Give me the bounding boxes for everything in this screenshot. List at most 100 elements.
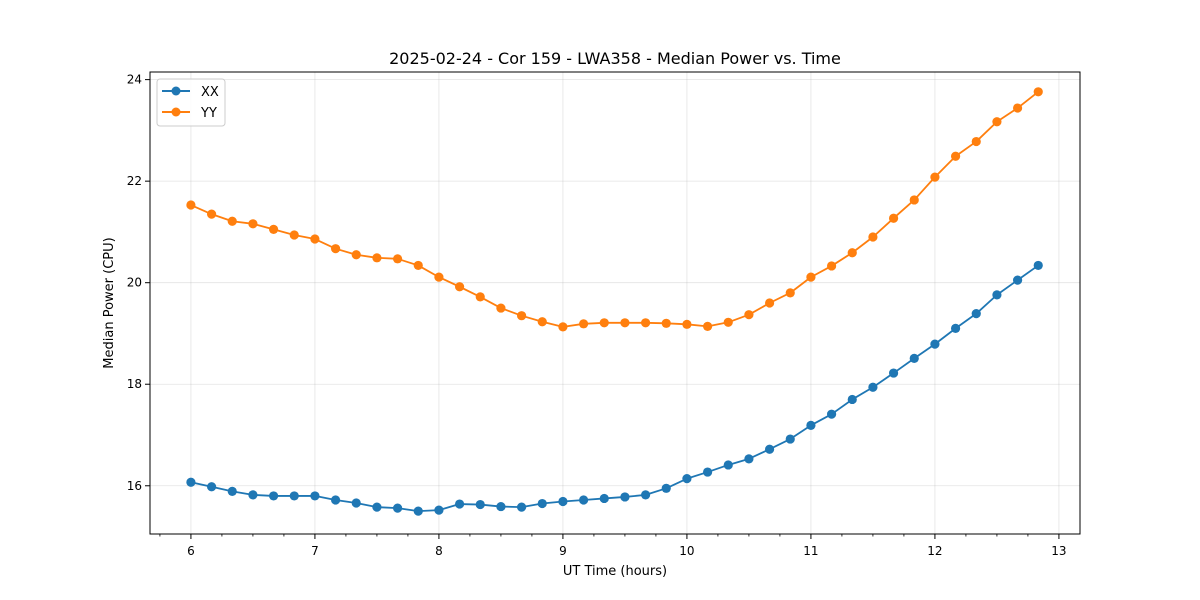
data-point-xx	[227, 486, 237, 496]
data-point-xx	[454, 499, 465, 509]
data-point-xx	[599, 493, 609, 504]
x-tick-label: 10	[679, 544, 694, 558]
data-point-yy	[640, 318, 651, 328]
x-tick-label: 11	[803, 544, 818, 558]
data-point-xx	[930, 339, 940, 349]
x-tick-label: 8	[435, 544, 443, 558]
data-point-xx	[516, 502, 527, 512]
data-point-xx	[578, 495, 589, 505]
data-point-xx	[826, 409, 837, 419]
data-point-xx	[537, 498, 547, 509]
data-point-yy	[785, 288, 795, 298]
data-point-yy	[392, 254, 403, 264]
data-point-yy	[1012, 103, 1023, 113]
data-point-yy	[310, 234, 320, 244]
axis-ticks: 6 7 8 9 10 11 12 13 16 18 20 22 24	[127, 73, 1067, 558]
data-point-yy	[454, 282, 465, 292]
data-point-xx	[289, 491, 299, 501]
data-point-xx	[434, 505, 444, 515]
legend-label-xx: XX	[201, 85, 219, 100]
data-point-xx	[661, 483, 671, 493]
x-tick-label: 7	[311, 544, 319, 558]
data-point-yy	[868, 232, 878, 242]
data-point-yy	[372, 253, 382, 263]
data-point-xx	[330, 495, 341, 505]
data-point-yy	[992, 117, 1002, 127]
data-point-yy	[558, 322, 568, 332]
data-point-yy	[847, 248, 857, 258]
x-tick-label: 12	[927, 544, 942, 558]
y-tick-label: 20	[127, 276, 142, 290]
data-point-xx	[909, 353, 919, 363]
legend-marker-yy	[171, 107, 181, 117]
data-point-yy	[248, 219, 258, 229]
data-point-xx	[723, 460, 733, 470]
data-point-yy	[971, 136, 981, 147]
data-point-xx	[868, 382, 878, 392]
data-point-xx	[806, 420, 816, 430]
data-point-yy	[661, 318, 671, 328]
data-point-yy	[289, 230, 299, 240]
y-tick-label: 18	[127, 377, 142, 391]
data-point-xx	[1012, 275, 1023, 285]
legend-label-yy: YY	[200, 106, 217, 121]
data-point-xx	[785, 434, 795, 444]
data-point-xx	[950, 323, 961, 333]
x-axis-label: UT Time (hours)	[563, 564, 667, 579]
data-point-yy	[516, 311, 527, 321]
data-point-yy	[950, 151, 961, 161]
data-point-yy	[702, 321, 713, 331]
data-point-yy	[826, 261, 837, 271]
data-point-xx	[206, 482, 217, 492]
data-point-yy	[578, 319, 589, 329]
data-point-yy	[930, 172, 940, 182]
data-point-xx	[682, 474, 692, 484]
y-tick-label: 16	[127, 479, 142, 493]
data-point-xx	[558, 496, 568, 507]
data-point-yy	[909, 195, 919, 205]
data-point-xx	[268, 491, 279, 501]
data-point-yy	[268, 224, 279, 234]
series-layer	[186, 87, 1043, 516]
data-point-xx	[186, 477, 196, 487]
data-point-xx	[702, 467, 713, 477]
data-point-yy	[475, 292, 485, 302]
data-point-xx	[888, 368, 899, 378]
data-point-yy	[537, 317, 547, 327]
legend: XX YY	[156, 78, 226, 127]
chart-title: 2025-02-24 - Cor 159 - LWA358 - Median P…	[389, 49, 841, 68]
data-point-xx	[392, 503, 403, 513]
data-point-xx	[847, 394, 857, 405]
legend-marker-xx	[171, 86, 181, 96]
y-tick-label: 22	[127, 174, 142, 188]
data-point-yy	[351, 250, 361, 260]
y-axis-label: Median Power (CPU)	[102, 237, 117, 368]
data-point-xx	[1033, 260, 1043, 271]
data-point-yy	[682, 319, 692, 329]
data-point-xx	[620, 492, 630, 502]
grid	[150, 72, 1080, 534]
x-tick-label: 6	[187, 544, 195, 558]
data-point-xx	[744, 454, 754, 464]
x-tick-label: 9	[559, 544, 567, 558]
data-point-yy	[806, 272, 816, 282]
data-point-xx	[413, 506, 423, 516]
data-point-yy	[723, 317, 733, 327]
data-point-yy	[206, 209, 217, 219]
data-point-yy	[413, 260, 423, 271]
data-point-yy	[599, 318, 609, 328]
data-point-xx	[351, 498, 361, 508]
data-point-xx	[764, 444, 775, 454]
data-point-xx	[496, 501, 506, 512]
data-point-yy	[186, 200, 196, 210]
data-point-xx	[310, 491, 320, 501]
data-point-yy	[744, 310, 754, 320]
data-point-xx	[248, 490, 258, 500]
plot-frame	[149, 71, 1081, 535]
data-point-xx	[971, 309, 981, 319]
data-point-xx	[475, 499, 485, 510]
data-point-yy	[764, 298, 775, 308]
x-tick-label: 13	[1051, 544, 1066, 558]
data-point-yy	[888, 213, 899, 223]
